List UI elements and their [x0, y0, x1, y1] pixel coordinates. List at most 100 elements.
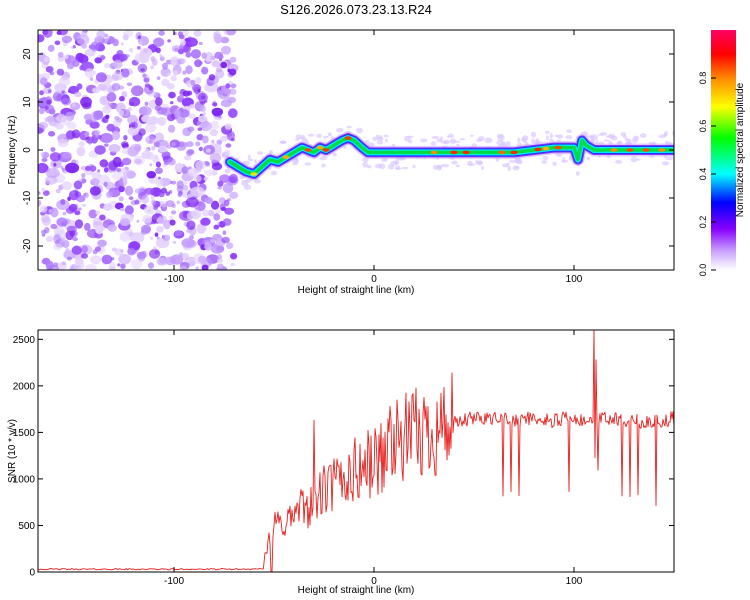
noise-blob — [200, 101, 206, 105]
noise-blob — [80, 30, 88, 38]
x-tick-label: 0 — [371, 576, 377, 587]
noise-blob — [185, 149, 193, 157]
noise-blob — [304, 162, 312, 166]
noise-blob — [103, 203, 113, 211]
spectrogram-signal-ridge — [223, 131, 674, 181]
noise-blob — [45, 66, 54, 73]
noise-blob — [225, 143, 232, 148]
noise-blob — [218, 197, 226, 205]
snr-x-ticks: -100 0 100 — [164, 330, 583, 587]
noise-blob — [119, 218, 131, 227]
noise-blob — [205, 57, 211, 63]
noise-blob — [257, 151, 263, 155]
noise-blob — [155, 179, 164, 187]
ridge-peak — [534, 147, 542, 152]
noise-blob — [197, 255, 207, 264]
noise-blob — [71, 190, 76, 195]
noise-blob — [38, 191, 41, 195]
noise-blob — [56, 68, 65, 76]
noise-blob — [39, 205, 48, 213]
noise-blob — [167, 39, 171, 43]
noise-blob — [220, 61, 228, 69]
noise-blob — [72, 237, 78, 242]
noise-blob — [107, 224, 117, 232]
noise-blob — [243, 184, 252, 191]
noise-blob — [95, 224, 104, 235]
noise-blob — [72, 60, 80, 67]
spectrogram-x-ticks: -100 0 100 — [164, 30, 583, 285]
noise-blob — [557, 134, 563, 139]
noise-blob — [140, 68, 145, 72]
noise-blob — [171, 210, 177, 215]
noise-blob — [103, 167, 109, 173]
noise-blob — [610, 136, 615, 140]
noise-blob — [203, 177, 209, 181]
noise-blob — [53, 234, 61, 244]
noise-blob — [542, 155, 549, 160]
noise-blob — [48, 131, 56, 137]
noise-blob — [451, 160, 458, 165]
snr-y-label: SNR (10 * v/v) — [7, 419, 18, 483]
x-tick-label: -100 — [164, 274, 184, 285]
noise-blob — [295, 134, 302, 140]
noise-blob — [123, 135, 128, 141]
noise-blob — [149, 115, 158, 125]
noise-blob — [58, 76, 71, 86]
noise-blob — [224, 149, 231, 156]
noise-blob — [190, 79, 196, 86]
noise-blob — [615, 160, 623, 164]
noise-blob — [126, 82, 133, 86]
noise-blob — [118, 185, 125, 193]
noise-blob — [41, 157, 48, 163]
noise-blob — [507, 165, 511, 171]
noise-blob — [129, 96, 141, 107]
noise-blob — [119, 96, 125, 102]
noise-blob — [89, 186, 101, 196]
noise-blob — [94, 57, 102, 64]
noise-blob — [186, 211, 195, 220]
noise-blob — [241, 181, 249, 186]
noise-blob — [195, 266, 199, 270]
noise-blob — [155, 167, 163, 174]
noise-blob — [603, 139, 610, 142]
noise-blob — [247, 154, 251, 160]
noise-blob — [55, 188, 61, 194]
noise-blob — [94, 129, 101, 136]
noise-blob — [209, 238, 216, 243]
noise-blob — [202, 209, 210, 217]
snr-line — [38, 330, 674, 572]
noise-blob — [78, 141, 85, 147]
noise-blob — [38, 162, 49, 174]
noise-blob — [156, 210, 160, 214]
noise-blob — [90, 178, 100, 186]
noise-blob — [60, 199, 66, 205]
noise-blob — [106, 92, 117, 102]
noise-blob — [99, 159, 109, 168]
noise-blob — [183, 59, 187, 63]
noise-blob — [60, 115, 72, 126]
noise-blob — [143, 205, 155, 215]
noise-blob — [226, 242, 234, 250]
noise-blob — [39, 90, 45, 96]
noise-blob — [113, 59, 123, 69]
noise-blob — [121, 157, 132, 166]
noise-blob — [182, 90, 190, 97]
noise-blob — [541, 160, 547, 164]
noise-blob — [218, 54, 224, 60]
noise-blob — [103, 63, 111, 69]
ridge-peak — [322, 148, 330, 152]
noise-blob — [57, 51, 64, 58]
noise-blob — [71, 129, 81, 139]
snr-x-label: Height of straight line (km) — [298, 585, 415, 596]
noise-blob — [162, 234, 171, 241]
noise-blob — [148, 85, 153, 91]
noise-blob — [133, 101, 138, 106]
noise-blob — [546, 135, 549, 141]
noise-blob — [194, 76, 202, 84]
noise-blob — [128, 196, 134, 201]
noise-blob — [136, 219, 140, 223]
noise-blob — [62, 211, 67, 216]
noise-blob — [130, 259, 143, 270]
noise-blob — [222, 230, 227, 235]
noise-blob — [248, 158, 254, 162]
